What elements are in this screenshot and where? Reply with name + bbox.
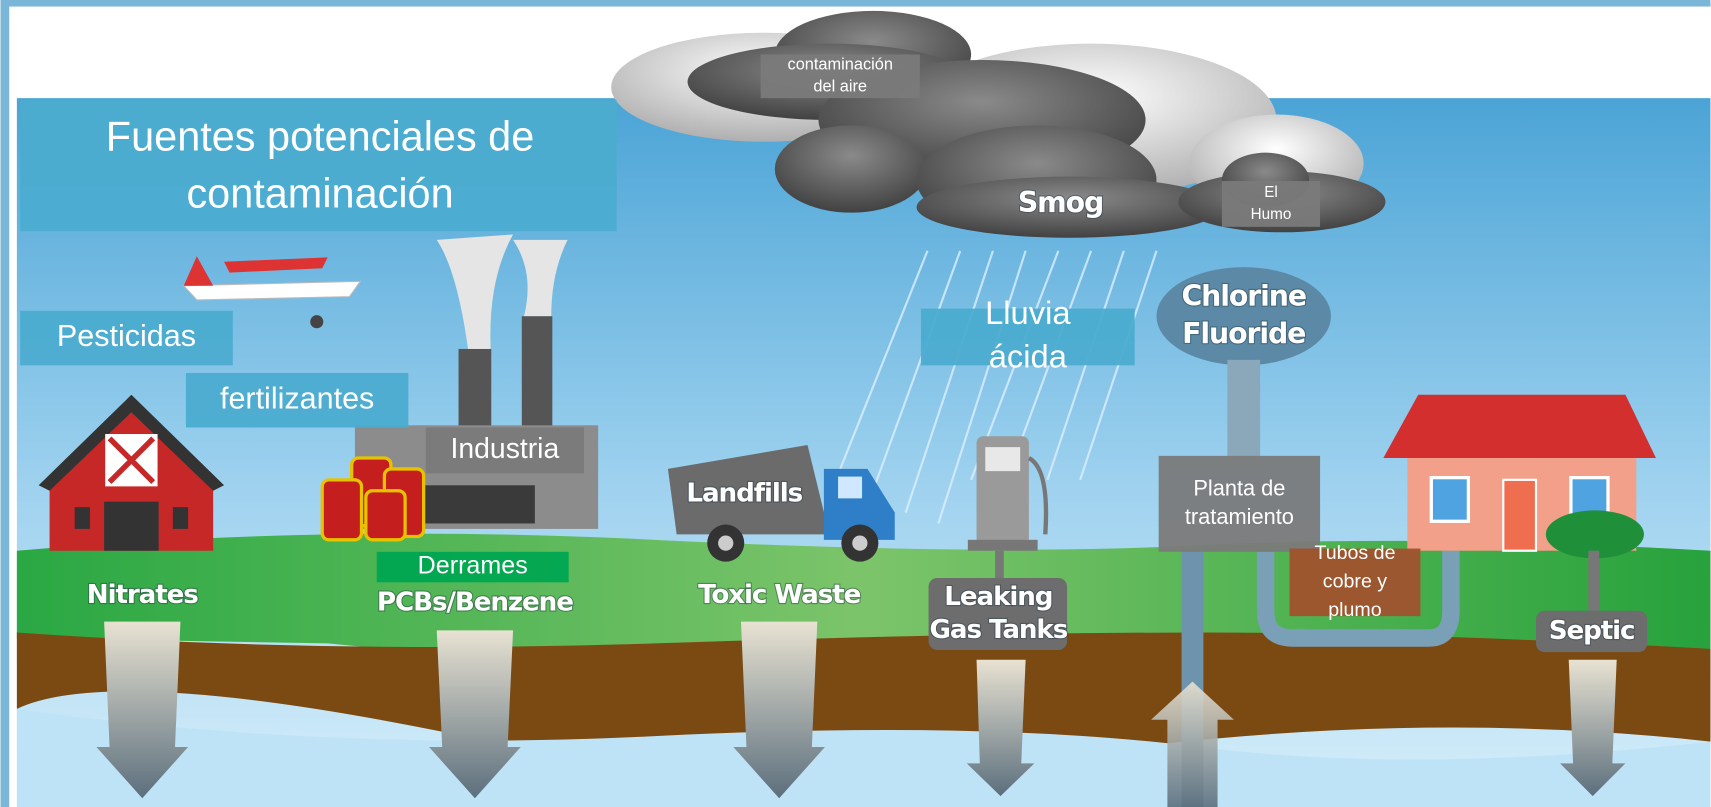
- overlay-label: Derrames: [418, 552, 528, 580]
- overlay-label: El: [1264, 184, 1278, 201]
- overlay-label: Tubos de: [1314, 542, 1395, 564]
- overlay-label: contaminación: [788, 56, 893, 74]
- overlay-label: fertilizantes: [220, 381, 374, 415]
- title-line: Fuentes potenciales de: [106, 113, 534, 160]
- overlay-label: ácida: [989, 337, 1068, 374]
- page: Fuentes potenciales de contaminación Smog…: [0, 0, 1711, 807]
- overlay-label: tratamiento: [1185, 504, 1294, 529]
- scene-label: Leaking: [944, 582, 1052, 612]
- scene-label: Landfills: [686, 479, 802, 509]
- title-line: contaminación: [186, 169, 453, 216]
- scene-label: Nitrates: [87, 580, 199, 610]
- scene-label: Gas Tanks: [930, 615, 1068, 645]
- overlay-label: plumo: [1328, 599, 1382, 621]
- overlay-label: Planta de: [1193, 475, 1285, 500]
- scene-label: Smog: [1018, 186, 1103, 219]
- scene-label: Fluoride: [1182, 317, 1305, 350]
- overlay-label: cobre y: [1323, 571, 1388, 593]
- scene-label: PCBs/Benzene: [377, 588, 573, 618]
- overlay-label: Humo: [1251, 206, 1292, 223]
- scene-label: Septic: [1549, 616, 1635, 646]
- overlay-label: Pesticidas: [57, 319, 196, 353]
- overlay-label: Lluvia: [985, 294, 1071, 331]
- scene-label: Toxic Waste: [698, 580, 861, 610]
- scene-label: Chlorine: [1181, 280, 1306, 313]
- overlay-label: Industria: [451, 433, 560, 465]
- overlay-label: del aire: [813, 78, 867, 96]
- slide: Fuentes potenciales de contaminación Smog…: [0, 0, 1711, 807]
